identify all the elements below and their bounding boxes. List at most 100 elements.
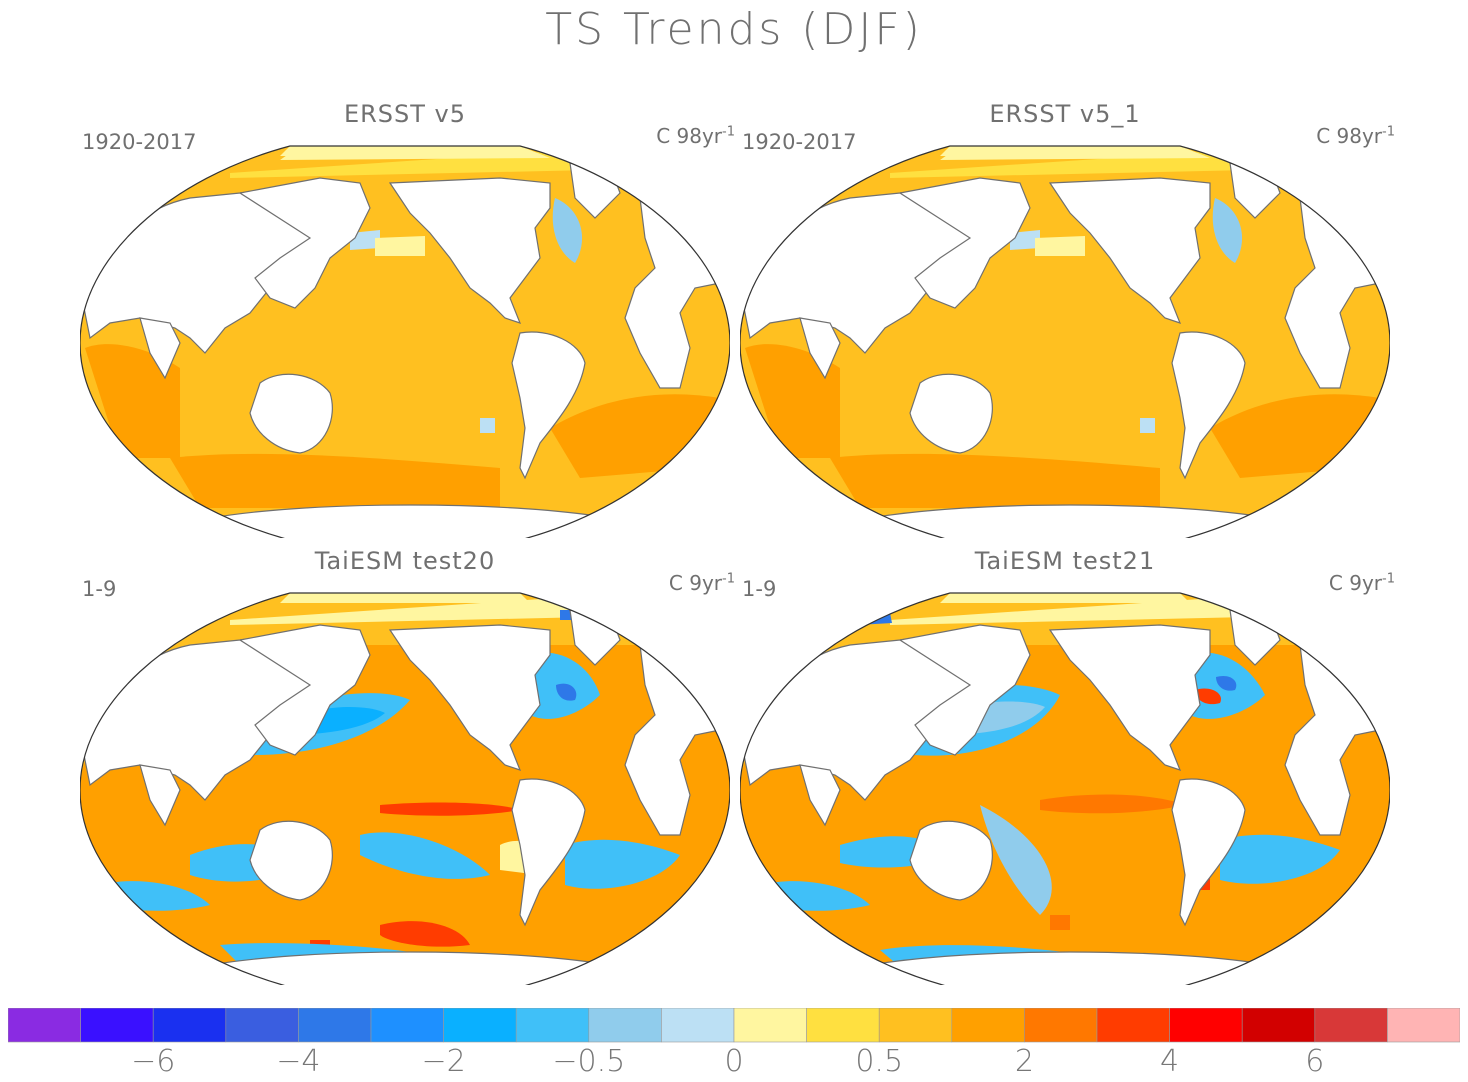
asia-east-landmass [238, 177, 371, 309]
trend-field [80, 146, 730, 538]
australia-landmass [249, 820, 333, 901]
colorbar-swatch [1169, 1008, 1243, 1043]
map-panel-ersst-v5: ERSST v5 1920-2017 C 98yr-1 [80, 98, 760, 538]
india-landmass [799, 764, 841, 827]
trend-field [740, 146, 1390, 538]
india-landmass [799, 317, 841, 380]
australia-landmass [909, 373, 993, 454]
trend-region-10 [980, 805, 1052, 915]
colorbar-swatch [878, 1008, 953, 1043]
panel-title: ERSST v5 [343, 100, 467, 128]
trend-region-8 [1216, 675, 1237, 691]
colorbar-swatch [733, 1008, 807, 1043]
world-map [80, 145, 730, 538]
trend-region-7 [1035, 236, 1085, 256]
colorbar-tick-label: −2 [421, 1044, 466, 1079]
panel-period: 1-9 [742, 577, 777, 601]
trend-region-9 [1040, 794, 1185, 814]
colorbar-swatch [443, 1008, 517, 1043]
panel-title: TaiESM test21 [974, 547, 1156, 575]
colorbar-tick-label: 0.5 [855, 1044, 904, 1079]
map-frame [740, 592, 1390, 985]
colorbar-tick-label: 0 [724, 1044, 744, 1079]
trend-region-5 [1212, 198, 1243, 263]
world-map [740, 145, 1390, 538]
panel-period: 1-9 [82, 577, 117, 601]
panel-title: ERSST v5_1 [989, 100, 1141, 128]
panel-units: C 98yr-1 [1316, 124, 1395, 148]
south-america-landmass [1171, 331, 1246, 480]
colorbar-tick-label: −0.5 [552, 1044, 626, 1079]
colorbar [8, 1008, 1460, 1043]
asia-east-landmass [898, 624, 1031, 756]
colorbar-swatch [298, 1008, 372, 1043]
north-america-landmass [1048, 624, 1211, 771]
arctic-band [940, 146, 1190, 156]
trend-region-7 [375, 236, 425, 256]
page-title: TS Trends (DJF) [545, 4, 923, 55]
trend-region-6 [565, 839, 680, 889]
colorbar-tick-label: 4 [1160, 1044, 1180, 1079]
colorbar-swatch [370, 1008, 444, 1043]
colorbar-tick-label: −4 [276, 1044, 321, 1079]
colorbar-swatch [951, 1008, 1025, 1043]
colorbar-swatch [8, 1008, 81, 1043]
colorbar-tick-label: −6 [131, 1044, 176, 1079]
colorbar-swatch [1387, 1008, 1460, 1043]
panel-period: 1920-2017 [742, 130, 857, 154]
colorbar-swatch [152, 1008, 227, 1043]
trend-region-15 [855, 613, 892, 625]
south-america-landmass [511, 778, 586, 927]
map-frame [740, 145, 1390, 538]
colorbar-tick-label: 6 [1305, 1044, 1325, 1079]
india-landmass [139, 764, 181, 827]
colorbar-swatch [225, 1008, 299, 1043]
colorbar-swatch [661, 1008, 735, 1043]
trend-region-4 [830, 453, 1160, 508]
trend-region-6 [1010, 230, 1040, 250]
north-america-landmass [388, 624, 551, 771]
colorbar-swatch [1096, 1008, 1170, 1043]
trend-region-5 [1220, 834, 1340, 884]
trend-region-16 [750, 677, 762, 689]
panel-title: TaiESM test20 [314, 547, 496, 575]
trend-region-6 [350, 230, 380, 250]
trend-region-5 [552, 198, 583, 263]
trend-region-4 [170, 453, 500, 508]
colorbar-swatch [806, 1008, 880, 1043]
trend-field [80, 593, 730, 985]
trend-region-7 [1195, 688, 1221, 705]
colorbar-swatch [1241, 1008, 1316, 1043]
south-america-landmass [1171, 778, 1246, 927]
panel-units: C 9yr-1 [668, 571, 735, 595]
trend-field [740, 593, 1390, 985]
panel-units: C 9yr-1 [1328, 571, 1395, 595]
north-america-landmass [388, 177, 551, 324]
asia-east-landmass [238, 624, 371, 756]
map-frame [80, 145, 730, 538]
australia-landmass [249, 373, 333, 454]
colorbar-swatch [515, 1008, 590, 1043]
arctic-band [940, 593, 1190, 603]
north-america-landmass [1048, 177, 1211, 324]
colorbar-swatch [1314, 1008, 1388, 1043]
world-map [740, 592, 1390, 985]
world-map [80, 592, 730, 985]
colorbar-swatch [588, 1008, 662, 1043]
trend-region-10 [380, 921, 470, 947]
colorbar-tick-label: 2 [1014, 1044, 1034, 1079]
trend-region-9 [340, 338, 460, 398]
map-panel-ersst-v5-1: ERSST v5_1 1920-2017 C 98yr-1 [740, 98, 1420, 538]
india-landmass [139, 317, 181, 380]
south-america-landmass [511, 331, 586, 480]
panel-period: 1920-2017 [82, 130, 197, 154]
trend-region-12 [1050, 915, 1070, 930]
trend-region-8 [1140, 418, 1155, 433]
trend-region-2 [85, 344, 180, 458]
map-panel-taiesm-test20: TaiESM test20 1-9 C 9yr-1 [80, 545, 760, 985]
panel-units: C 98yr-1 [656, 124, 735, 148]
trend-region-4 [360, 832, 490, 879]
map-panel-taiesm-test21: TaiESM test21 1-9 C 9yr-1 [740, 545, 1420, 985]
trend-region-8 [556, 683, 577, 701]
trend-region-9 [380, 802, 520, 816]
